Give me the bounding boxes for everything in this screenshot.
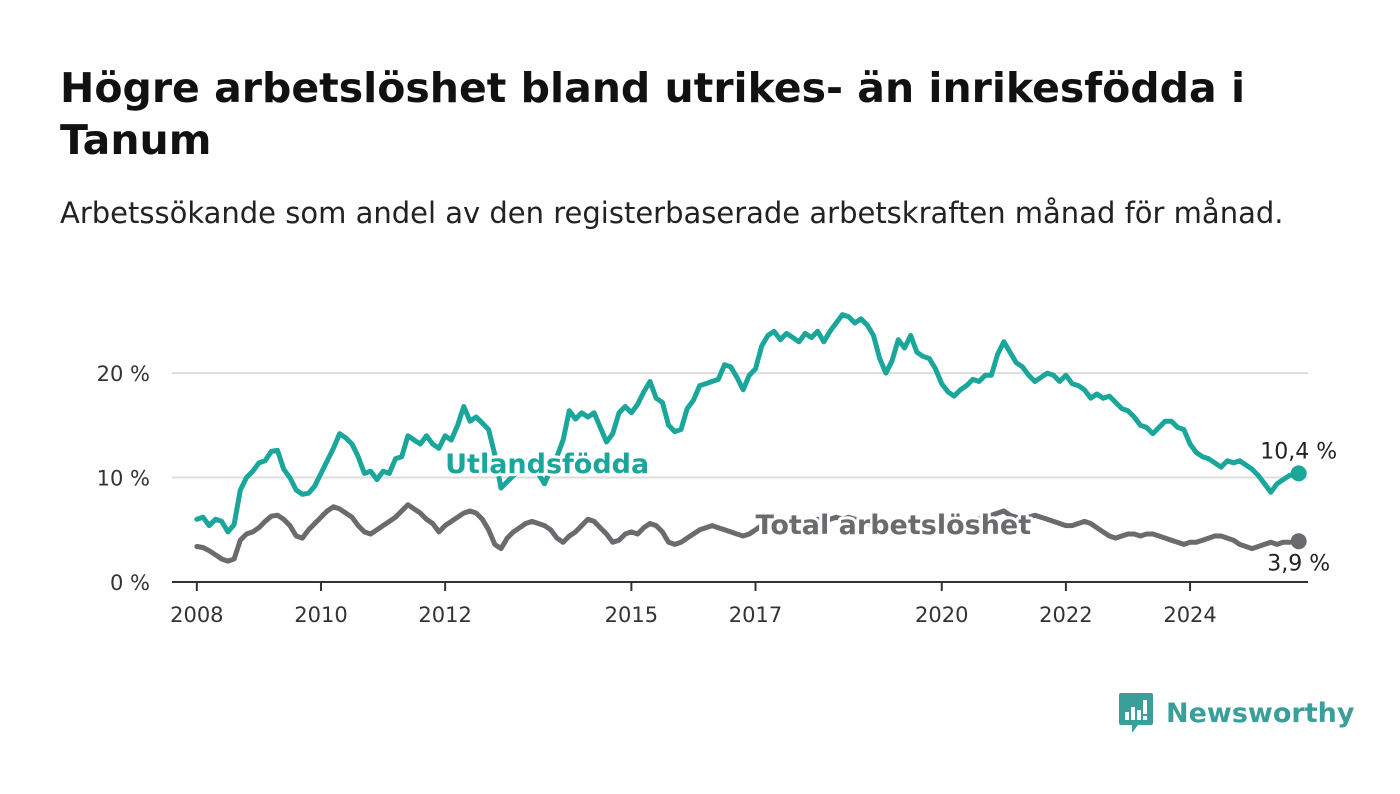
axes: 0 % 10 % 20 % 2008 2010 2012 2015 2017 2020 2022 2… — [97, 362, 1308, 627]
x-tick-label: 2020 — [915, 603, 968, 627]
x-tick-label: 2015 — [605, 603, 658, 627]
end-marker-utlandsfodda — [1291, 465, 1307, 481]
x-tick-label: 2010 — [294, 603, 347, 627]
line-chart: 0 % 10 % 20 % 2008 2010 2012 2015 2017 2020 2022 2… — [0, 0, 1400, 794]
series-label-total: Total arbetslöshet — [756, 510, 1032, 541]
x-tick-label: 2022 — [1039, 603, 1092, 627]
series-labels: 10,4 % 3,9 % Utlandsfödda Total arbetslöshe… — [445, 439, 1337, 576]
series-line-total — [197, 505, 1299, 561]
brand-name: Newsworthy — [1166, 698, 1354, 729]
x-tick-label: 2012 — [418, 603, 471, 627]
series-label-utlandsfodda: Utlandsfödda — [445, 449, 649, 480]
y-tick-label: 0 % — [110, 571, 150, 595]
x-tick-label: 2017 — [729, 603, 782, 627]
series-lines — [197, 315, 1307, 561]
y-tick-label: 20 % — [97, 362, 150, 386]
end-label-total: 3,9 % — [1267, 551, 1330, 576]
series-line-utlandsfodda — [197, 315, 1299, 532]
newsworthy-logo-icon — [1118, 691, 1154, 735]
x-tick-label: 2008 — [170, 603, 223, 627]
y-tick-label: 10 % — [97, 467, 150, 491]
x-tick-label: 2024 — [1163, 603, 1216, 627]
newsworthy-brand[interactable]: Newsworthy — [1118, 690, 1354, 736]
end-label-utlandsfodda: 10,4 % — [1260, 439, 1337, 464]
end-marker-total — [1291, 533, 1307, 549]
